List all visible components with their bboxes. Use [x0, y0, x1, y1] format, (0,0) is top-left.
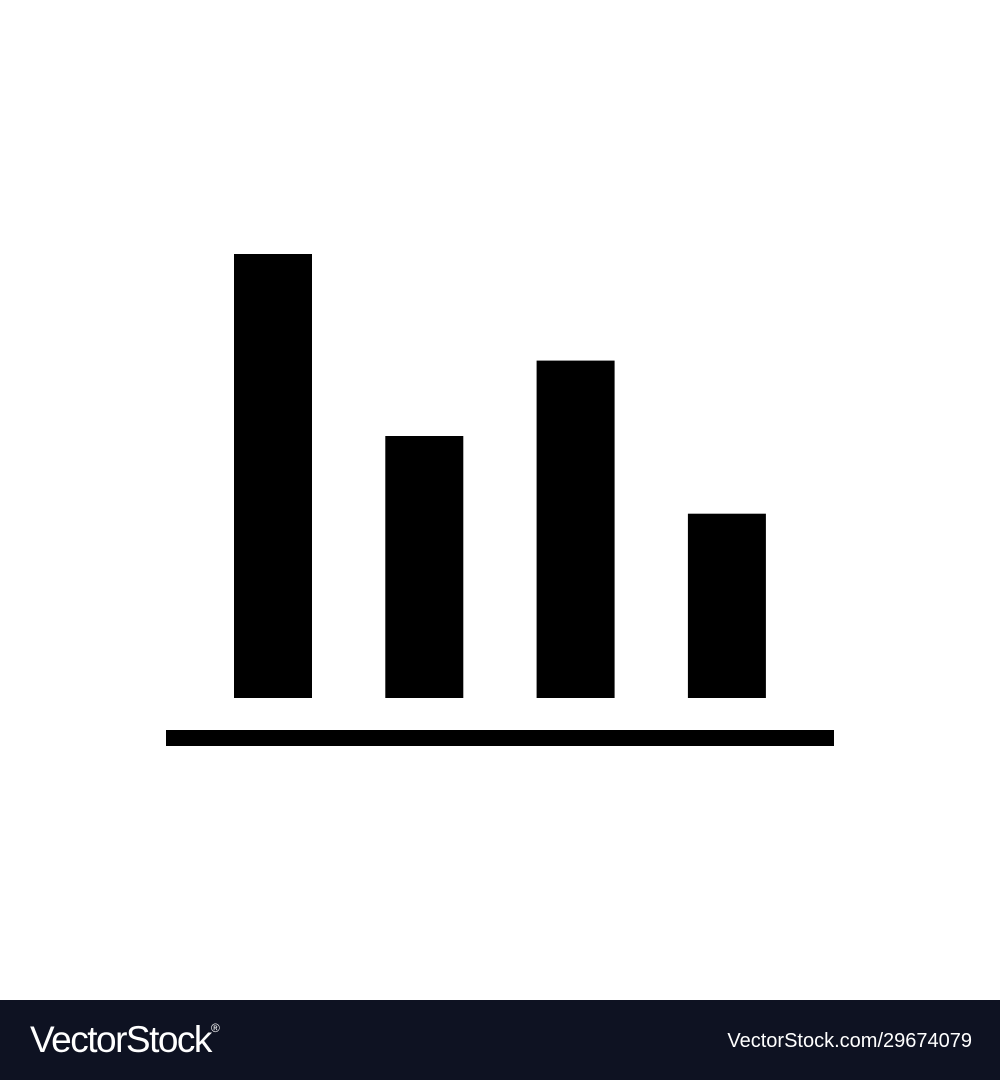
- bar-chart-icon: [166, 254, 834, 746]
- icon-bar-2: [385, 436, 464, 698]
- watermark-footer: VectorStock® VectorStock.com/29674079: [0, 1000, 1000, 1080]
- icon-area: [166, 254, 834, 746]
- image-id-text: VectorStock.com/29674079: [727, 1030, 972, 1052]
- brand-name: VectorStock: [30, 1019, 212, 1060]
- vectorstock-logo: VectorStock®: [30, 1018, 220, 1062]
- icon-bar-4: [687, 513, 766, 698]
- chart-baseline: [166, 730, 834, 746]
- registered-mark: ®: [210, 1021, 220, 1035]
- bars-group: [234, 254, 766, 698]
- icon-bar-1: [234, 254, 312, 698]
- icon-bar-3: [536, 360, 615, 698]
